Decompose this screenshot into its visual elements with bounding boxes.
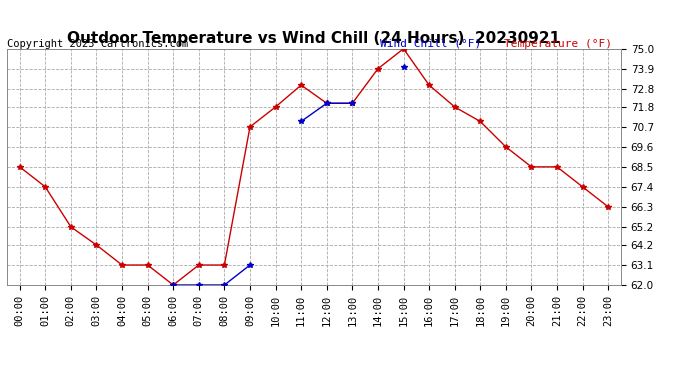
Title: Outdoor Temperature vs Wind Chill (24 Hours)  20230921: Outdoor Temperature vs Wind Chill (24 Ho…: [68, 31, 560, 46]
Text: Wind Chill (°F): Wind Chill (°F): [380, 39, 481, 49]
Text: Copyright 2023 Cartronics.com: Copyright 2023 Cartronics.com: [7, 39, 188, 49]
Text: Temperature (°F): Temperature (°F): [504, 39, 612, 49]
